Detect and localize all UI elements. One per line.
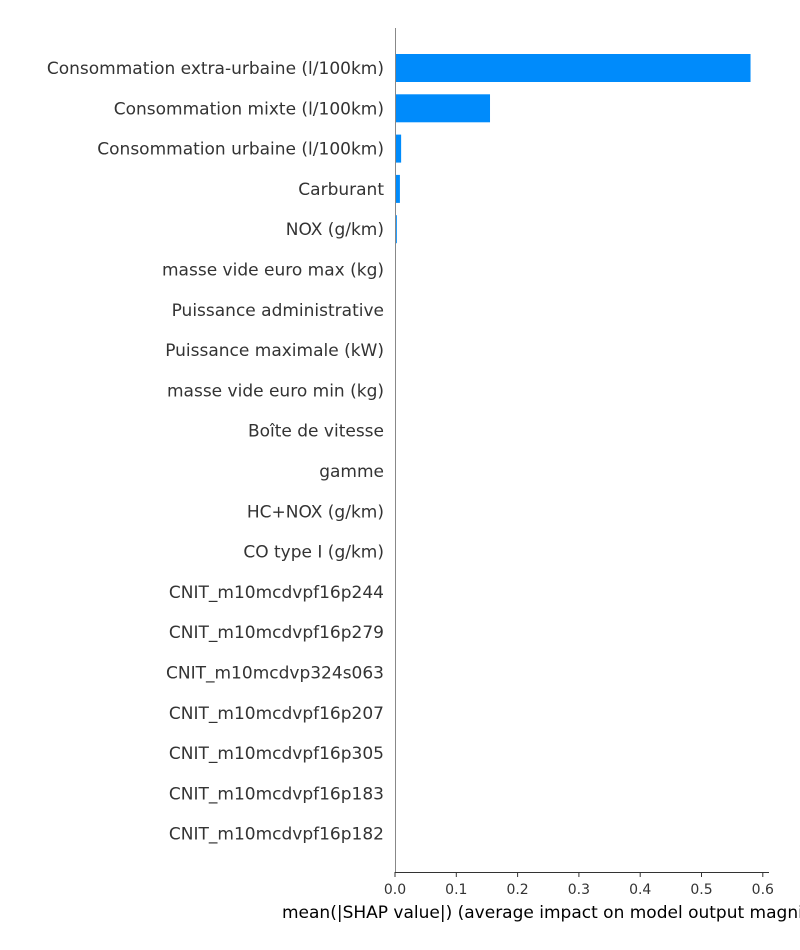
x-tick-label: 0.6 — [752, 882, 774, 898]
x-tick-label: 0.0 — [384, 882, 406, 898]
category-label: Consommation urbaine (l/100km) — [97, 140, 384, 160]
category-label: Puissance maximale (kW) — [165, 341, 384, 361]
x-ticks-group: 0.0 0.1 0.2 0.3 0.4 0.5 0.6 — [384, 872, 774, 898]
category-label: NOX (g/km) — [286, 220, 384, 240]
x-tick-label: 0.3 — [568, 882, 590, 898]
category-label: Puissance administrative — [172, 301, 384, 321]
bar-3 — [395, 174, 400, 203]
category-label: CO type I (g/km) — [243, 543, 384, 563]
bar-0 — [395, 54, 751, 82]
x-tick-label: 0.2 — [506, 882, 528, 898]
category-label: CNIT_m10mcdvpf16p207 — [169, 704, 384, 724]
x-tick-label: 0.4 — [629, 882, 651, 898]
category-label: CNIT_m10mcdvpf16p244 — [169, 583, 384, 603]
x-tick-label: 0.1 — [445, 882, 467, 898]
category-label: CNIT_m10mcdvpf16p182 — [169, 825, 384, 845]
category-label: masse vide euro min (kg) — [167, 381, 384, 401]
category-label: CNIT_m10mcdvpf16p305 — [169, 744, 384, 764]
category-label: masse vide euro max (kg) — [162, 261, 384, 281]
category-label: Consommation extra-urbaine (l/100km) — [47, 59, 384, 79]
x-axis-title: mean(|SHAP value|) (average impact on mo… — [282, 903, 800, 923]
category-label: HC+NOX (g/km) — [247, 502, 384, 522]
category-label: CNIT_m10mcdvp324s063 — [166, 664, 384, 684]
category-label: CNIT_m10mcdvpf16p183 — [169, 784, 384, 804]
category-label: Boîte de vitesse — [248, 422, 384, 442]
bar-2 — [395, 134, 402, 163]
category-label: Carburant — [298, 180, 384, 200]
category-label: Consommation mixte (l/100km) — [114, 99, 384, 119]
x-tick-label: 0.5 — [690, 882, 712, 898]
bars-group — [395, 54, 751, 324]
bar-1 — [395, 94, 491, 123]
category-labels-group: Consommation extra-urbaine (l/100km) Cons… — [47, 59, 384, 845]
category-label: gamme — [319, 462, 384, 482]
category-label: CNIT_m10mcdvpf16p279 — [169, 623, 384, 643]
